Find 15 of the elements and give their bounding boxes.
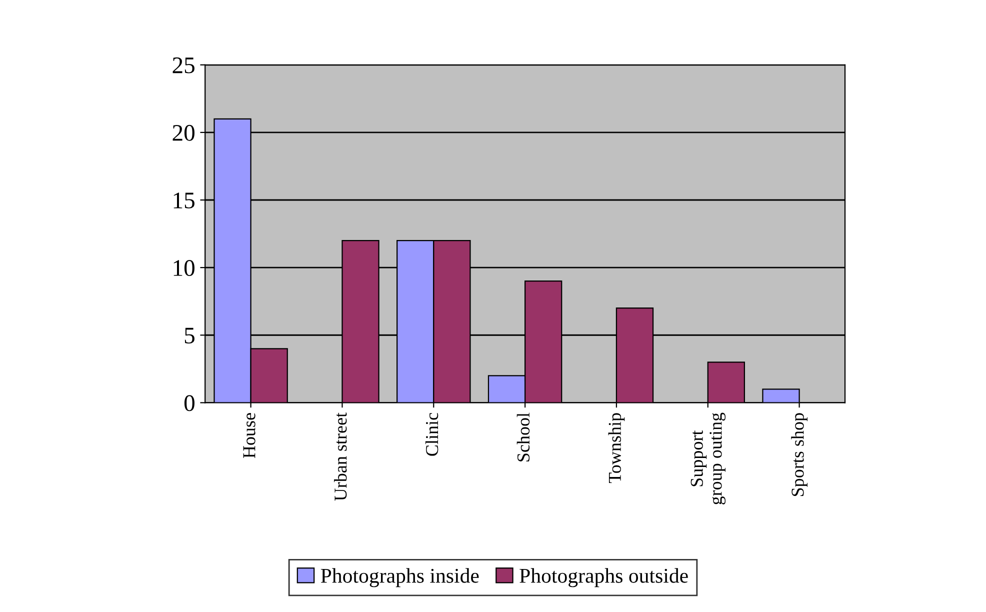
y-tick-label: 0: [184, 395, 194, 412]
y-tick-label: 5: [184, 328, 194, 344]
legend-label: Photographs inside: [320, 568, 479, 588]
x-tick-label: School: [516, 412, 530, 462]
x-tick-label: Township: [608, 413, 625, 484]
x-tick-label: Support group outing: [690, 412, 726, 504]
y-tick-label: 20: [172, 124, 194, 141]
legend-label: Photographs outside: [520, 568, 688, 588]
x-tick-label: Clinic: [425, 412, 438, 456]
x-tick-label: House: [243, 413, 256, 458]
y-tick-label: 25: [172, 57, 194, 74]
x-tick-label: Sports shop: [791, 413, 808, 496]
x-tick-label: Urban street: [334, 412, 347, 501]
y-tick-label: 10: [174, 260, 194, 276]
y-tick-label: 15: [174, 192, 194, 208]
